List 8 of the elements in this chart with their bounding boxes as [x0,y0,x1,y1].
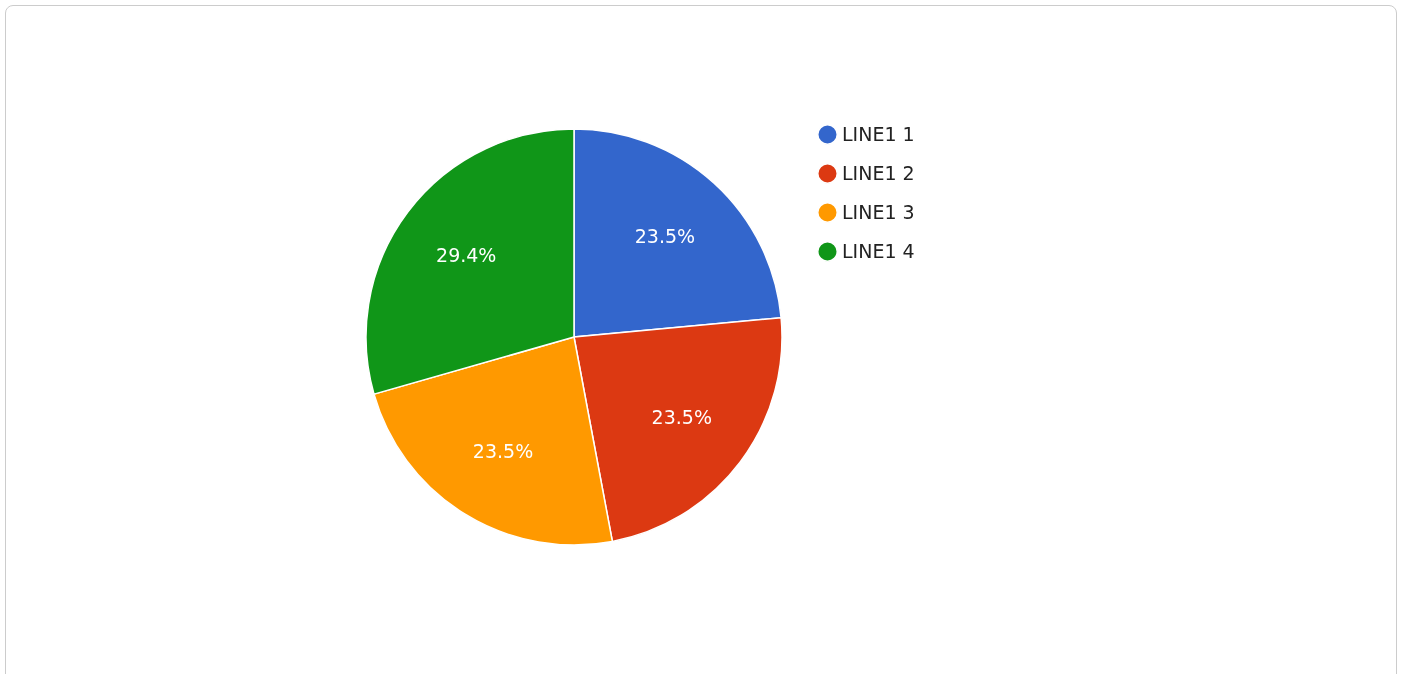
legend-label: LINE1 3 [842,200,915,223]
legend-label: LINE1 4 [842,239,915,262]
data-label: 29.4% [436,243,497,266]
legend-label: LINE1 2 [842,161,915,184]
data-label: 23.5% [472,439,534,462]
legend-label: LINE1 1 [842,122,915,145]
data-label: 23.5% [651,406,712,429]
data-label: 23.5% [634,225,696,248]
